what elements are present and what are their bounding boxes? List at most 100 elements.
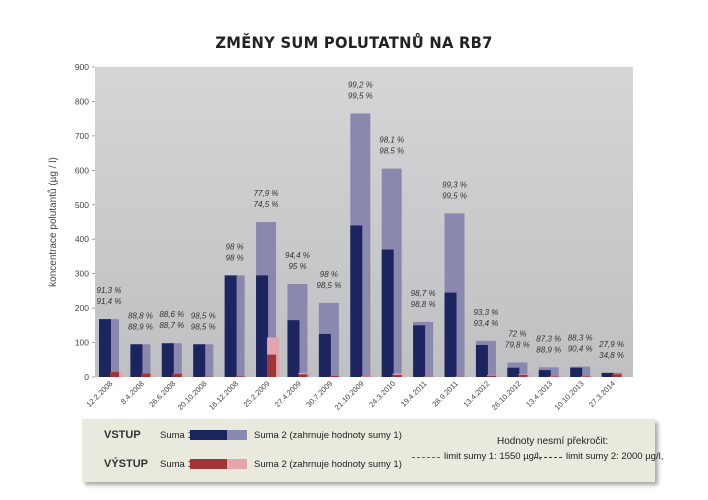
y-tick-label: 200 — [75, 303, 89, 313]
bar-vystup-suma2 — [361, 375, 374, 377]
annotation-line2: 74,5 % — [254, 200, 279, 209]
annotation-line1: 87,3 % — [536, 334, 561, 343]
bar-vystup-suma1 — [235, 376, 245, 377]
bar-vystup-suma1 — [581, 376, 591, 377]
annotation-line1: 77,9 % — [254, 189, 279, 198]
y-tick-label: 0 — [84, 372, 89, 382]
bar-vystup-suma1 — [486, 375, 496, 377]
chart-title: ZMĚNY SUM POLUTATNŮ NA RB7 — [215, 33, 493, 52]
legend-vystup-suma1-swatch — [190, 459, 227, 469]
y-tick-label: 800 — [75, 96, 89, 106]
legend: VSTUP Suma 1 Suma 2 (zahrnuje hodnoty su… — [82, 419, 663, 482]
annotation-line1: 99,3 % — [442, 180, 467, 189]
annotation-line1: 98 % — [226, 242, 244, 251]
y-tick-label: 700 — [75, 131, 89, 141]
annotation-line2: 99,5 % — [442, 191, 467, 200]
annotation-line1: 72 % — [508, 330, 526, 339]
annotation-line2: 98,5 % — [316, 281, 341, 290]
annotation-line2: 88,9 % — [536, 345, 561, 354]
y-axis-label: koncentrace polutantů (µg / l) — [47, 157, 59, 287]
bar-vystup-suma1 — [267, 354, 277, 377]
y-axis: 0 100 200 300 400 500 600 700 800 900 — [75, 62, 95, 382]
annotation-line1: 94,4 % — [285, 251, 310, 260]
legend-limit1-label: limit sumy 1: 1550 µg/l, — [444, 451, 542, 462]
annotation-line1: 99,2 % — [348, 81, 373, 90]
y-tick-label: 500 — [75, 200, 89, 210]
annotation-line1: 88,3 % — [568, 334, 593, 343]
legend-vystup-label: VÝSTUP — [104, 458, 149, 470]
bar-vstup-suma1 — [601, 372, 614, 377]
bars — [99, 113, 625, 377]
bar-vystup-suma1 — [110, 371, 119, 377]
x-tick-label: 28.9.2011 — [430, 379, 460, 409]
bar-vystup-suma1 — [518, 374, 528, 377]
bar-vstup-suma1 — [193, 344, 206, 377]
legend-limit2-line — [534, 457, 562, 458]
bar-vstup-suma1 — [99, 319, 111, 377]
bar-vstup-suma1 — [475, 344, 488, 377]
legend-vstup-suma1-label: Suma 1 — [160, 430, 193, 441]
bar-vystup-suma1 — [612, 374, 622, 377]
x-tick-label: 10.10.2013 — [553, 379, 586, 412]
annotation-line1: 88,6 % — [159, 310, 184, 319]
x-tick-label: 20.10.2008 — [176, 379, 209, 412]
legend-limits-title: Hodnoty nesmí překročit: — [497, 436, 609, 447]
bar-vystup-suma1 — [298, 374, 308, 377]
annotation-line1: 93,3 % — [473, 308, 498, 317]
bar-vstup-suma1 — [413, 325, 426, 377]
bar-vstup-suma1 — [224, 275, 237, 377]
bar-chart: 0 100 200 300 400 500 600 700 800 900 91,3 % 91,4 … — [47, 62, 633, 412]
annotation-line1: 27,9 % — [598, 340, 624, 349]
bar-vstup-suma1 — [161, 343, 174, 377]
annotation-line2: 98,8 % — [411, 300, 436, 309]
x-tick-label: 21.10.2009 — [333, 379, 366, 412]
x-tick-label: 26.6.2008 — [147, 379, 177, 409]
annotation-line1: 98,5 % — [191, 311, 216, 320]
x-tick-label: 8.4.2008 — [119, 379, 146, 406]
x-axis: 12.2.2008 8.4.2008 26.6.200820.10.200816.1… — [84, 379, 617, 412]
bar-vstup-suma1 — [350, 225, 363, 377]
annotation-line1: 98 % — [320, 270, 338, 279]
legend-vstup-suma1-swatch — [190, 430, 227, 440]
x-tick-label: 19.4.2011 — [399, 379, 429, 409]
bar-vstup-suma1 — [507, 367, 520, 377]
y-tick-label: 900 — [75, 62, 89, 72]
bar-vstup-suma1 — [381, 249, 394, 377]
annotation-line2: 90,4 % — [568, 345, 593, 354]
bar-vystup-suma1 — [141, 373, 151, 377]
annotation-line2: 88,9 % — [128, 322, 153, 331]
y-tick-label: 400 — [75, 234, 89, 244]
bar-vystup-suma1 — [392, 374, 402, 377]
y-tick-label: 100 — [75, 338, 89, 348]
annotation-line2: 93,4 % — [473, 319, 498, 328]
bar-vystup-suma1 — [172, 373, 182, 377]
annotation-line2: 34,8 % — [599, 351, 624, 360]
legend-vystup-suma2-swatch — [227, 459, 247, 469]
annotation-line2: 99,5 % — [348, 92, 373, 101]
x-tick-label: 25.2.2009 — [242, 379, 272, 409]
annotations: 91,3 % 91,4 % 88,8 % 88,9 % 88,6 % 88,7 % 98,5… — [97, 81, 624, 360]
legend-vstup-label: VSTUP — [104, 429, 141, 441]
x-tick-label: 27.4.2009 — [273, 379, 303, 409]
bar-vystup-suma1 — [329, 375, 339, 377]
y-tick-label: 300 — [75, 269, 89, 279]
annotation-line2: 91,4 % — [97, 297, 122, 306]
legend-limit1-line — [412, 457, 440, 458]
bar-vstup-suma1 — [318, 333, 331, 377]
annotation-line2: 88,7 % — [159, 321, 184, 330]
x-tick-label: 12.2.2008 — [84, 379, 114, 409]
y-tick-label: 600 — [75, 165, 89, 175]
legend-vystup-suma2-label: Suma 2 (zahrnuje hodnoty sumy 1) — [254, 459, 402, 470]
x-tick-label: 24.3.2010 — [367, 379, 397, 409]
annotation-line2: 98,5 % — [191, 322, 216, 331]
bar-vystup-suma1 — [549, 376, 559, 377]
annotation-line2: 79,8 % — [505, 341, 530, 350]
legend-limit2-label: limit sumy 2: 2000 µg/l, — [566, 451, 664, 462]
bar-vstup-suma1 — [256, 275, 269, 377]
legend-vstup-suma2-swatch — [227, 430, 247, 440]
x-tick-label: 16.12.2008 — [207, 379, 240, 412]
annotation-line1: 88,8 % — [128, 311, 153, 320]
x-tick-label: 30.7.2009 — [304, 379, 334, 409]
x-tick-label: 13.4.2012 — [461, 379, 491, 409]
annotation-line1: 98,1 % — [379, 136, 404, 145]
